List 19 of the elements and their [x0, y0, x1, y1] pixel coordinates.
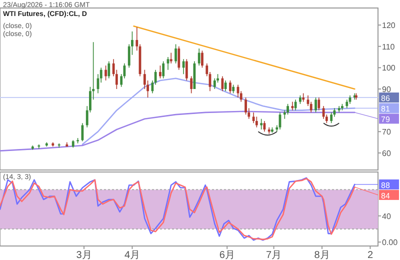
annotation: 79	[381, 115, 390, 124]
x-tick-label: 3月	[76, 250, 92, 260]
x-tick-label: 4月	[124, 250, 140, 260]
x-tick-label: 2	[367, 250, 374, 260]
y-tick-label: 120	[382, 21, 396, 30]
y-tick-label: 0.00	[382, 238, 398, 248]
y-tick-label: 70	[382, 128, 392, 137]
y-tick-label: 110	[382, 42, 396, 52]
annotation: 81	[381, 104, 390, 114]
ref-line-label: 86	[381, 94, 390, 104]
x-tick-label: 6月	[219, 250, 235, 260]
y-tick-label: 60	[382, 148, 392, 158]
annotation: 88	[381, 180, 390, 190]
annotation: 84	[381, 191, 390, 200]
y-tick-label: 40	[382, 212, 392, 221]
x-tick-label: 7月	[266, 250, 282, 260]
x-tick-label: 8月	[314, 250, 330, 260]
y-tick-label: 90	[382, 85, 392, 94]
y-tick-label: 100	[382, 64, 396, 73]
